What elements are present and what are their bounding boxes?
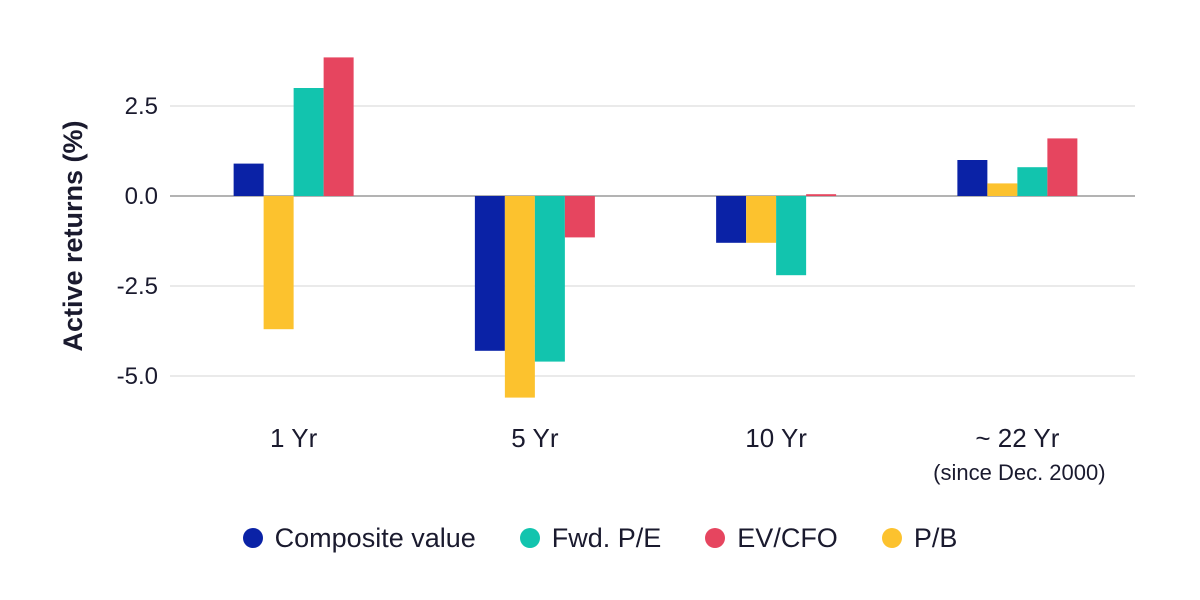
x-category-label: 10 Yr [745,423,807,453]
legend-swatch [705,528,726,548]
legend-label: EV/CFO [737,522,838,553]
bar-p-b-0 [263,196,294,330]
y-tick-label: 0.0 [125,183,158,210]
bar-ev-cfo-3 [1047,138,1078,196]
x-axis-categories: 1 Yr 5 Yr 10 Yr ~ 22 Yr (since Dec. 2000) [270,423,1106,485]
bar-fwd-p-e-0 [293,88,324,196]
bar-composite-value-1 [474,196,505,351]
legend-label: Composite value [274,522,476,553]
x-category-sublabel: (since Dec. 2000) [933,460,1105,485]
y-axis-ticks: 2.5 0.0 -2.5 -5.0 [117,93,158,390]
legend-swatch [242,528,263,548]
y-tick-label: -2.5 [117,273,158,300]
legend-label: Fwd. P/E [551,522,662,553]
legend-item: Composite value [242,522,476,554]
legend-label: P/B [913,522,958,553]
bar-fwd-p-e-2 [776,196,807,276]
x-category-label: 1 Yr [270,423,318,453]
bar-ev-cfo-1 [564,196,595,238]
legend: Composite value Fwd. P/E EV/CFO P/B [0,513,1200,563]
x-category-label: 5 Yr [511,423,559,453]
y-tick-label: 2.5 [125,93,158,120]
bar-composite-value-0 [233,163,264,196]
legend-swatch [519,528,540,548]
bar-ev-cfo-2 [806,194,837,196]
bar-p-b-3 [987,183,1018,196]
bar-ev-cfo-0 [323,57,354,197]
x-category-label: ~ 22 Yr [975,423,1059,453]
bar-composite-value-2 [716,196,747,243]
legend-item: EV/CFO [705,523,838,554]
bar-p-b-2 [746,196,777,243]
y-axis-label: Active returns (%) [58,120,88,351]
bar-composite-value-3 [957,160,988,196]
legend-item: P/B [881,522,958,554]
bar-p-b-1 [504,196,535,398]
bar-fwd-p-e-1 [534,196,565,362]
legend-swatch [881,528,902,548]
bar-fwd-p-e-3 [1017,167,1048,196]
bars [233,57,1078,398]
legend-item: Fwd. P/E [519,522,662,554]
y-tick-label: -5.0 [117,363,158,390]
